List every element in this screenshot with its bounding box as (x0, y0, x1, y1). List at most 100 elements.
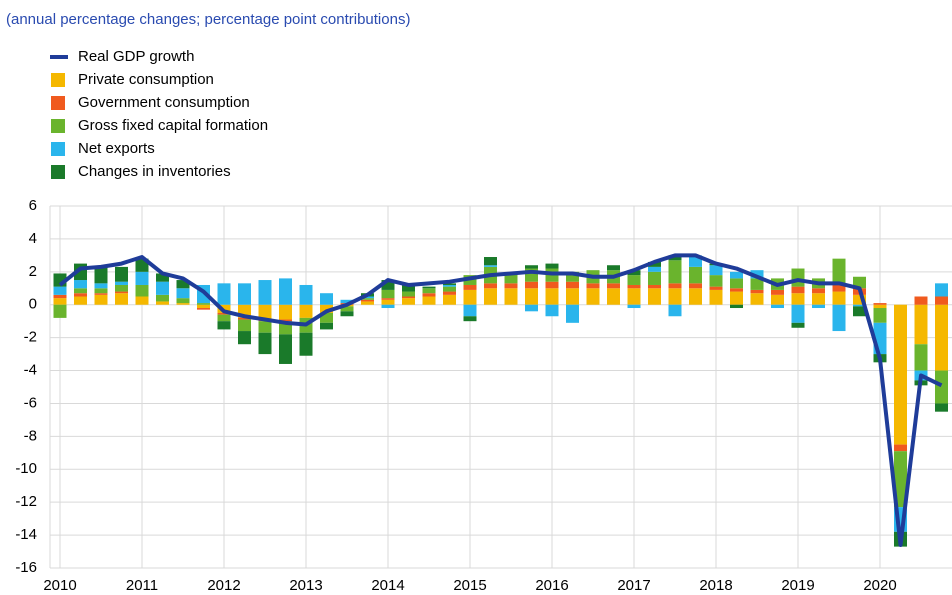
bar-segment (689, 255, 702, 267)
bar-segment (443, 291, 456, 295)
bar-segment (320, 293, 333, 305)
bar-segment (935, 283, 948, 297)
bar-segment (873, 303, 887, 305)
bar-segment (381, 280, 395, 290)
x-tick-label: 2010 (43, 577, 76, 594)
bar-segment (709, 275, 723, 287)
bar-segment (689, 288, 702, 305)
bar-segment (894, 304, 907, 445)
bar-segment (463, 289, 477, 305)
bar-segment (668, 255, 682, 261)
bar-segment (238, 283, 251, 305)
bar-segment (279, 278, 292, 305)
bar-segment (422, 296, 436, 305)
bar-segment (812, 293, 825, 305)
bar-segment (812, 288, 825, 294)
bar-segment (545, 263, 559, 269)
bar-segment (361, 299, 374, 302)
bar-segment (135, 271, 149, 285)
y-tick-label: 6 (29, 197, 37, 214)
bar-segment (832, 258, 846, 285)
y-tick-label: 0 (29, 296, 37, 313)
bar-segment (402, 291, 415, 297)
bar-segment (525, 288, 538, 305)
bar-segment (197, 308, 210, 310)
bar-segment (443, 284, 456, 287)
x-tick-label: 2015 (453, 577, 486, 594)
bar-segment (258, 280, 272, 305)
bar-segment (709, 289, 723, 305)
bar-segment (914, 344, 928, 371)
y-tick-label: -8 (24, 427, 37, 444)
bar-segment (853, 276, 866, 289)
bar-segment (320, 312, 333, 323)
bar-segment (320, 322, 333, 330)
bar-segment (812, 304, 825, 309)
bar-segment (279, 334, 292, 364)
bar-segment (791, 268, 805, 287)
bar-segment (935, 403, 948, 412)
bar-segment (320, 304, 333, 313)
bar-segment (176, 298, 190, 304)
bar-segment (607, 283, 620, 289)
bar-segment (791, 293, 805, 305)
bar-segment (873, 304, 887, 309)
bar-segment (730, 288, 743, 292)
y-tick-label: -16 (15, 559, 37, 576)
bar-segment (115, 284, 128, 292)
bar-segment (115, 293, 128, 305)
bar-segment (853, 306, 866, 317)
legend-label: Real GDP growth (78, 48, 194, 65)
legend-label: Private consumption (78, 71, 214, 88)
bar-segment (176, 288, 190, 299)
x-tick-label: 2020 (863, 577, 896, 594)
x-tick-label: 2011 (126, 577, 158, 594)
bar-segment (74, 293, 87, 297)
bar-segment (94, 294, 108, 305)
bar-segment (463, 316, 477, 322)
bar-segment (484, 288, 497, 305)
legend-swatch (51, 119, 65, 133)
bar-segment (627, 284, 641, 289)
bar-segment (668, 283, 682, 289)
bar-segment (730, 304, 743, 309)
bar-segment (361, 298, 374, 300)
bar-segment (832, 304, 846, 332)
bar-segment (299, 304, 313, 318)
bar-segment (504, 273, 518, 284)
bar-segment (217, 312, 231, 315)
bar-segment (545, 304, 559, 317)
bar-segment (340, 306, 354, 312)
bar-segment (53, 304, 67, 318)
bar-segment (566, 304, 579, 323)
bar-segment (258, 304, 272, 320)
bar-segment (361, 296, 374, 299)
bar-segment (258, 321, 272, 333)
legend-swatch (51, 96, 65, 110)
bar-segment (156, 273, 169, 282)
bar-segment (156, 281, 169, 295)
bar-segment (832, 291, 846, 305)
bar-segment (340, 299, 354, 304)
bar-segment (935, 370, 948, 404)
bar-segment (935, 296, 948, 305)
x-tick-label: 2019 (781, 577, 814, 594)
bar-segment (53, 286, 67, 295)
bar-segment (504, 283, 518, 289)
bar-segment (771, 289, 784, 295)
bar-segment (381, 299, 395, 305)
bar-segment (74, 296, 87, 305)
bar-segment (258, 332, 272, 355)
bar-segment (709, 286, 723, 290)
bar-segment (914, 304, 928, 345)
bar-segment (422, 293, 436, 297)
bar-segment (566, 271, 579, 282)
legend-swatch (51, 165, 65, 179)
x-tick-label: 2018 (699, 577, 732, 594)
bar-segment (566, 281, 579, 289)
bar-segment (689, 283, 702, 289)
bar-segment (402, 298, 415, 305)
bar-segment (668, 288, 682, 305)
bar-segment (853, 294, 866, 305)
bar-segment (750, 289, 764, 294)
